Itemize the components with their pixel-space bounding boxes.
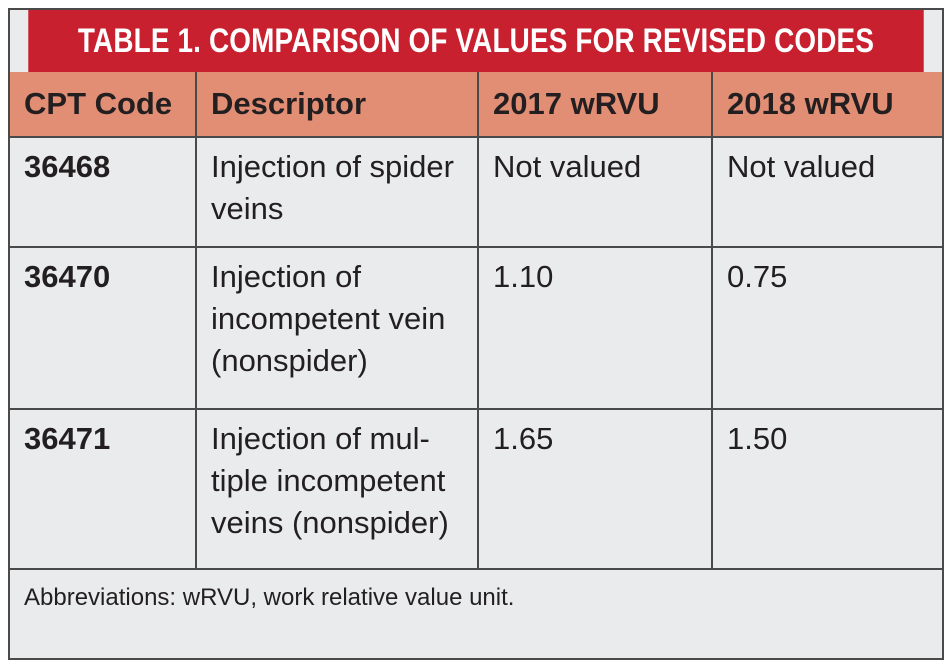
header-row: CPT Code Descriptor 2017 wRVU 2018 wRVU [10,72,942,138]
column-header-cpt-code: CPT Code [10,72,197,138]
wrvu-2018-cell: 1.50 [712,409,942,570]
wrvu-2018-cell: Not valued [712,137,942,248]
column-header-2018-wrvu: 2018 wRVU [712,72,942,138]
table-footnote: Abbreviations: wRVU, work relative value… [24,584,515,611]
column-header-2017-wrvu: 2017 wRVU [478,72,713,138]
column-header-descriptor: Descriptor [196,72,479,138]
descriptor-cell: Injection of mul- tiple incompetent vein… [196,409,479,570]
descriptor-line: veins [211,191,284,226]
wrvu-2018-cell: 0.75 [712,247,942,410]
descriptor-cell: Injection of incompetent vein (nonspider… [196,247,479,410]
wrvu-2017-cell: 1.10 [478,247,713,410]
wrvu-2017-cell: 1.65 [478,409,713,570]
wrvu-2017-cell: Not valued [478,137,713,248]
descriptor-cell: Injection of spider veins [196,137,479,248]
descriptor-line: Injection of [211,259,361,294]
cpt-code-cell: 36470 [10,247,197,410]
descriptor-line: tiple incompetent [211,463,446,498]
table-row: 36471 Injection of mul- tiple incompeten… [10,409,942,570]
descriptor-line: incompetent vein [211,301,446,336]
descriptor-line: Injection of spider [211,149,454,184]
cpt-code-cell: 36468 [10,137,197,248]
descriptor-line: Injection of mul- [211,421,430,456]
table-row: 36470 Injection of incompetent vein (non… [10,247,942,410]
comparison-table: CPT Code Descriptor 2017 wRVU 2018 wRVU … [10,72,942,570]
table-frame: TABLE 1. COMPARISON OF VALUES FOR REVISE… [8,8,944,660]
descriptor-line: veins (nonspider) [211,505,449,540]
table-row: 36468 Injection of spider veins Not valu… [10,137,942,248]
cpt-code-cell: 36471 [10,409,197,570]
table-title: TABLE 1. COMPARISON OF VALUES FOR REVISE… [28,10,924,72]
descriptor-line: (nonspider) [211,343,368,378]
